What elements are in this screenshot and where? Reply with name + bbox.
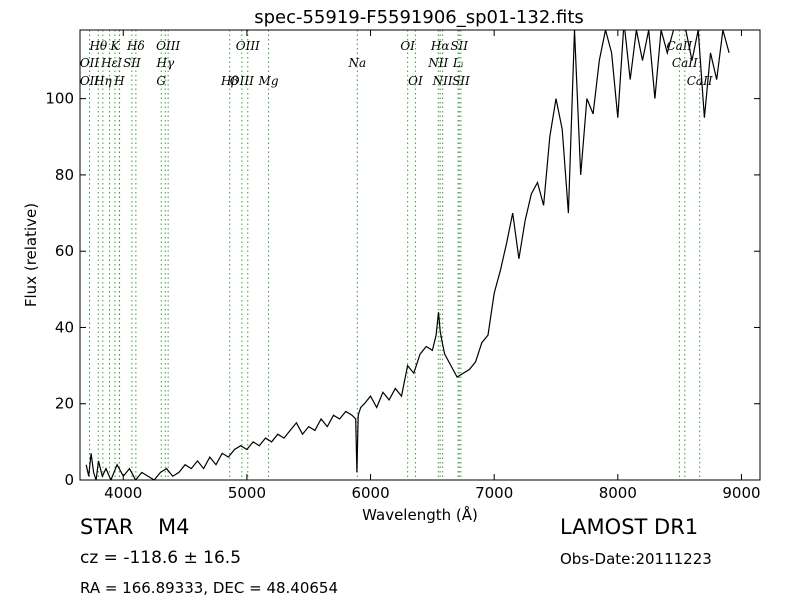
line-marker-label: K	[110, 39, 121, 53]
x-tick-label: 4000	[104, 484, 142, 502]
plot-frame	[79, 29, 761, 481]
line-marker-label: SII	[123, 56, 141, 70]
line-markers: HθKHδOIIIOIIIOIHαSIICaIIOIIHεISIIHγOIIIN…	[80, 30, 713, 480]
object-subclass: M4	[158, 515, 190, 539]
line-marker-label: Lᵢ	[452, 56, 464, 70]
line-marker-label: Hη	[93, 74, 112, 88]
line-marker-label: CaII	[666, 39, 692, 53]
coordinates: RA = 166.89333, DEC = 48.40654	[80, 579, 339, 597]
line-marker-label: NII	[432, 74, 453, 88]
line-marker-label: Hθ	[88, 39, 107, 53]
observation-date: Obs-Date:20111223	[560, 550, 712, 568]
line-marker-label: OII	[80, 74, 100, 88]
x-tick-label: 8000	[599, 484, 637, 502]
survey-name: LAMOST DR1	[560, 515, 699, 539]
line-marker-label: Hγ	[155, 56, 174, 70]
redshift-cz: cz = -118.6 ± 16.5	[80, 548, 242, 568]
line-marker-label: OIII	[230, 74, 254, 88]
y-tick-label: 60	[55, 242, 74, 260]
line-marker-label: OIII	[236, 39, 260, 53]
line-marker-label: Na	[347, 56, 366, 70]
line-marker-label: CaII	[672, 56, 698, 70]
y-tick-label: 100	[45, 90, 74, 108]
y-tick-label: 0	[64, 471, 74, 489]
line-marker-label: Hδ	[126, 39, 145, 53]
x-tick-label: 7000	[475, 484, 513, 502]
line-marker-label: Hα	[430, 39, 450, 53]
object-class: STAR	[80, 515, 134, 539]
line-marker-label: Mg	[258, 74, 279, 88]
line-marker-label: G	[156, 74, 166, 88]
line-marker-label: SII	[450, 39, 468, 53]
spectrum-series	[85, 30, 730, 480]
line-marker-label: OIII	[156, 39, 180, 53]
y-tick-label: 40	[55, 318, 74, 336]
y-axis-label: Flux (relative)	[22, 203, 40, 307]
y-tick-label: 80	[55, 166, 74, 184]
axis-ticks: 4000 5000 6000 7000 8000 9000 0 20 40 60 80 100	[45, 30, 761, 502]
line-marker-label: H	[113, 74, 125, 88]
y-tick-label: 20	[55, 395, 74, 413]
line-marker-label: Hε	[100, 56, 118, 70]
x-tick-label: 6000	[351, 484, 389, 502]
line-marker-label: OI	[408, 74, 423, 88]
x-axis-label: Wavelength (Å)	[362, 505, 478, 524]
spectrum-line	[85, 30, 730, 480]
x-tick-label: 9000	[722, 484, 760, 502]
x-tick-label: 5000	[228, 484, 266, 502]
line-marker-label: Hβ	[220, 74, 238, 88]
line-marker-label: SII	[452, 74, 470, 88]
line-marker-label: CaII	[687, 74, 713, 88]
line-marker-label: NII	[427, 56, 448, 70]
line-marker-label: OI	[400, 39, 415, 53]
chart-title: spec-55919-F5591906_sp01-132.fits	[254, 7, 584, 28]
